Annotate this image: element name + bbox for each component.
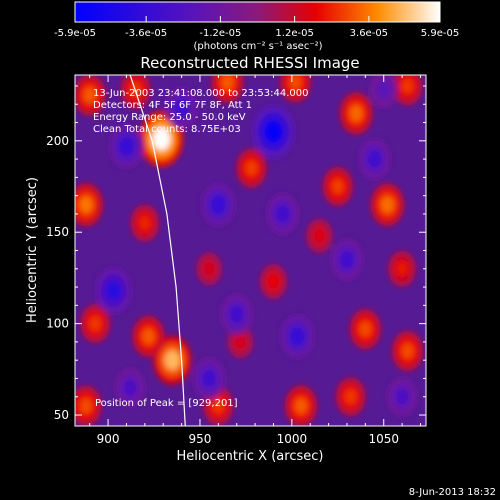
- negative-blob: [378, 82, 390, 97]
- emission-blob: [245, 160, 258, 177]
- y-tick-label: 50: [54, 408, 69, 422]
- negative-blob: [230, 306, 244, 323]
- annotation-line: 13-Jun-2003 23:41:08.000 to 23:53:44.000: [93, 88, 309, 99]
- colorbar-tick-label: -1.2e-05: [199, 28, 241, 39]
- y-tick-label: 150: [46, 225, 69, 239]
- emission-blob: [349, 104, 363, 122]
- negative-blob: [119, 137, 134, 156]
- negative-blob: [106, 281, 121, 300]
- emission-blob: [268, 274, 279, 289]
- emission-blob: [89, 315, 102, 332]
- negative-blob: [211, 196, 226, 214]
- x-tick-label: 1000: [277, 432, 308, 446]
- emission-blob: [212, 398, 225, 414]
- emission-blob: [152, 127, 171, 151]
- x-tick-label: 950: [189, 432, 212, 446]
- emission-blob: [79, 397, 93, 414]
- emission-blob: [139, 215, 151, 231]
- negative-blob: [276, 205, 290, 223]
- colorbar: [74, 1, 441, 23]
- peak-position-label: Position of Peak = [929,201]: [95, 398, 238, 409]
- y-axis-label: Heliocentric Y (arcsec): [25, 177, 40, 323]
- negative-blob: [175, 99, 189, 117]
- y-tick-label: 200: [46, 134, 69, 148]
- x-axis-label: Heliocentric X (arcsec): [177, 449, 324, 464]
- annotation-block: 13-Jun-2003 23:41:08.000 to 23:53:44.000…: [93, 88, 309, 135]
- timestamp: 8-Jun-2013 18:32: [409, 487, 496, 498]
- emission-blob: [401, 78, 414, 94]
- colorbar-tick-label: 3.6e-05: [350, 28, 388, 39]
- emission-blob: [164, 350, 181, 370]
- negative-blob: [368, 150, 381, 168]
- annotation-line: Detectors: 4F 5F 6F 7F 8F, Att 1: [93, 100, 252, 111]
- negative-blob: [290, 327, 305, 346]
- emission-blob: [235, 335, 246, 349]
- emission-blob: [83, 86, 97, 104]
- annotation-line: Energy Range: 25.0 - 50.0 keV: [93, 112, 246, 123]
- y-axis-ticks: 50 100 150 200: [46, 85, 426, 422]
- negative-blob: [340, 251, 354, 268]
- negative-blob: [264, 120, 282, 143]
- negative-blob: [396, 389, 409, 405]
- colorbar-unit-label: (photons cm⁻² s⁻¹ asec⁻²): [193, 41, 322, 52]
- colorbar-ticks: -5.9e-05 -3.6e-05 -1.2e-05 1.2e-05 3.6e-05 5.…: [54, 16, 459, 39]
- x-tick-label: 1050: [368, 432, 399, 446]
- emission-blob: [221, 75, 234, 91]
- colorbar-tick-label: -3.6e-05: [125, 28, 167, 39]
- emission-blob: [344, 389, 357, 405]
- emission-blob: [294, 397, 308, 415]
- emission-blob: [380, 196, 395, 214]
- emission-blob: [314, 229, 325, 243]
- colorbar-tick-label: 1.2e-05: [275, 28, 313, 39]
- negative-blob: [124, 379, 137, 396]
- x-axis-ticks: 900 950 1000 1050: [89, 75, 421, 446]
- negative-blob: [202, 370, 216, 387]
- emission-blob: [204, 262, 215, 276]
- annotation-line: Clean Total counts: 8.75E+03: [93, 124, 241, 135]
- emission-blob: [79, 196, 93, 214]
- emission-blob: [289, 75, 302, 91]
- emission-blob: [359, 321, 372, 338]
- emission-blob: [142, 328, 155, 345]
- emission-blob: [331, 178, 344, 195]
- x-tick-label: 900: [97, 432, 120, 446]
- colorbar-tick-label: -5.9e-05: [54, 28, 96, 39]
- emission-blob: [396, 261, 408, 277]
- emission-blob: [401, 342, 414, 360]
- chart-title: Reconstructed RHESSI Image: [140, 54, 359, 72]
- limb-line: [129, 75, 186, 426]
- y-tick-label: 100: [46, 317, 69, 331]
- colorbar-tick-label: 5.9e-05: [421, 28, 459, 39]
